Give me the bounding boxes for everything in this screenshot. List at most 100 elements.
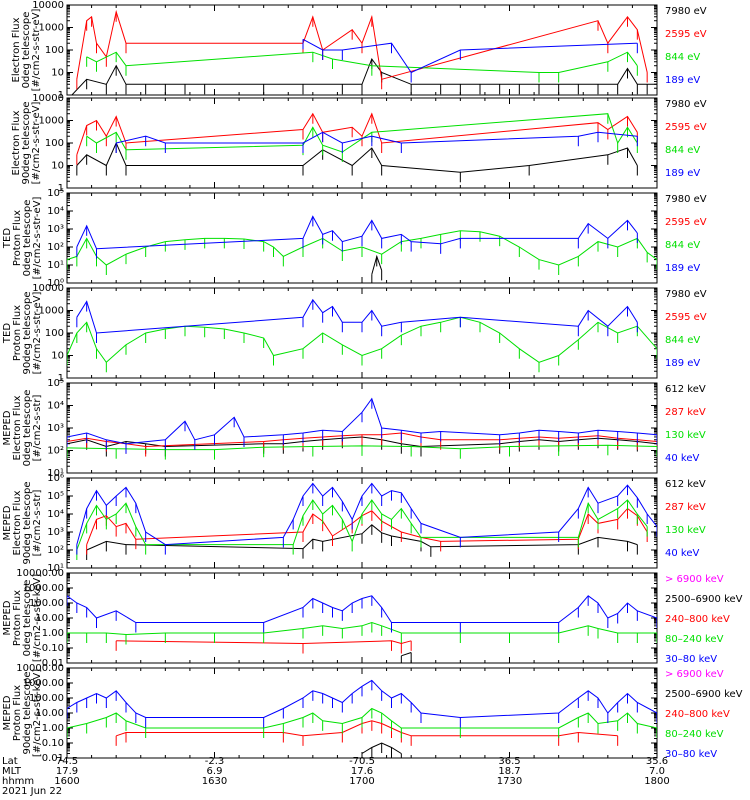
legend-entry: 612 keV: [665, 384, 706, 395]
y-axis-label: MEPED: [2, 410, 13, 445]
series-line: [302, 38, 638, 74]
y-axis-label: 90deg telescope: [21, 101, 32, 184]
y-tick-label: 10⁴: [47, 401, 64, 412]
panel-6: 10¹ 10² 10³ 10⁴ 10⁵ 10⁶ MEPED Electron Flux 90de…: [2, 473, 706, 574]
y-axis-label: Proton Flux: [12, 685, 23, 741]
y-tick-label: 10000.00: [16, 568, 64, 579]
y-axis-label: [#/cm2-s-str-eV]: [31, 102, 42, 185]
y-tick-label: 100.00: [29, 598, 64, 609]
y-tick-label: 1000: [39, 306, 64, 317]
y-tick-label: 0.01: [42, 753, 64, 764]
legend-entry: 2595 eV: [665, 122, 707, 133]
legend-entry: 240–800 keV: [665, 709, 730, 720]
series-line: [86, 507, 648, 545]
y-axis-label: 90deg telescope: [22, 481, 33, 564]
y-tick-label: 10¹: [47, 260, 64, 271]
series-line: [76, 499, 648, 551]
y-tick-label: 10²: [47, 446, 64, 457]
y-tick-label: 10³: [47, 224, 64, 235]
footer-tick-lat: -2.3: [205, 756, 225, 767]
y-axis-label: MEPED: [2, 505, 13, 540]
legend-entry: > 6900 keV: [665, 574, 724, 585]
legend-entry: 2595 eV: [665, 29, 707, 40]
series-line: [67, 621, 657, 636]
legend-entry: 7980 eV: [665, 99, 707, 110]
y-axis-label: Electron Flux: [12, 490, 23, 555]
y-axis-label: Electron Flux: [11, 110, 22, 175]
footer-tick-lat: 36.5: [498, 756, 520, 767]
y-axis-label: MEPED: [2, 695, 13, 730]
footer-row-label: MLT: [2, 766, 22, 777]
series-line: [371, 254, 383, 275]
y-tick-label: 10⁶: [47, 473, 64, 484]
y-tick-label: 1.00: [42, 723, 64, 734]
y-tick-label: 100.00: [29, 693, 64, 704]
y-axis-label: Electron Flux: [12, 395, 23, 460]
panel-5: 10¹ 10² 10³ 10⁴ 10⁵ MEPED Electron Flux 0deg te…: [2, 378, 706, 479]
y-axis-label: [#/cm2-s-str-eV]: [31, 9, 42, 92]
y-tick-label: 1: [58, 90, 64, 101]
y-axis-label: Proton Flux: [12, 590, 23, 646]
legend-entry: 844 eV: [665, 52, 700, 63]
legend-entry: 287 keV: [665, 502, 706, 513]
legend-entry: 7980 eV: [665, 289, 707, 300]
y-tick-label: 10000.00: [16, 663, 64, 674]
y-axis-label: TED: [2, 323, 13, 344]
footer-tick-lat: 35.6: [646, 756, 668, 767]
y-axis-label: [#/cm2-s-str-keV]: [32, 574, 43, 662]
legend-entry: 240–800 keV: [665, 614, 730, 625]
y-tick-label: 10⁵: [47, 188, 64, 199]
legend-entry: 2500–6900 keV: [665, 594, 743, 605]
legend-entry: 189 eV: [665, 168, 700, 179]
y-tick-label: 10: [51, 68, 64, 79]
legend-entry: 844 eV: [665, 145, 700, 156]
series-line: [76, 298, 638, 334]
series-line: [67, 679, 657, 719]
series-line: [76, 141, 638, 173]
footer-tick-mlt: 17.6: [351, 766, 373, 777]
footer-tick-mlt: 18.7: [498, 766, 520, 777]
footer-tick-hhmm: 1730: [497, 776, 522, 787]
legend-entry: 80–240 keV: [665, 729, 724, 740]
y-axis-label: [#/cm2-s-str-eV]: [32, 197, 43, 280]
y-tick-label: 0.10: [42, 643, 64, 654]
legend-entry: 130 keV: [665, 525, 706, 536]
y-tick-label: 1.00: [42, 628, 64, 639]
y-tick-label: 10⁵: [47, 491, 64, 502]
y-tick-label: 10¹: [47, 468, 64, 479]
legend-entry: 612 keV: [665, 479, 706, 490]
y-axis-label: Proton Flux: [12, 305, 23, 361]
y-tick-label: 100: [45, 45, 64, 56]
y-tick-label: 10.00: [35, 613, 64, 624]
footer-tick-hhmm: 1600: [54, 776, 79, 787]
plot-frame: [66, 667, 658, 759]
legend-entry: 844 eV: [665, 240, 700, 251]
panel-8: 0.01 0.10 1.00 10.00 100.00 1000.00 10000.00 ME…: [2, 663, 743, 764]
series-line: [116, 640, 412, 645]
legend-entry: 7980 eV: [665, 194, 707, 205]
legend-entry: 40 keV: [665, 453, 699, 464]
legend-entry: 30–80 keV: [665, 654, 717, 665]
legend-entry: 2595 eV: [665, 312, 707, 323]
y-axis-label: TED: [2, 228, 13, 249]
footer: LatMLThhmm74.517.91600-2.36.91630-70.517…: [2, 756, 670, 787]
legend-entry: 7980 eV: [665, 6, 707, 17]
y-tick-label: 10³: [47, 527, 64, 538]
footer-tick-mlt: 7.0: [649, 766, 665, 777]
y-tick-label: 1000: [39, 116, 64, 127]
y-tick-label: 10000: [32, 93, 64, 104]
y-tick-label: 10⁴: [47, 509, 64, 520]
legend-entry: 2595 eV: [665, 217, 707, 228]
y-tick-label: 10000: [32, 0, 64, 11]
y-tick-label: 10³: [47, 423, 64, 434]
legend-entry: 189 eV: [665, 358, 700, 369]
series-line: [401, 652, 412, 657]
legend-entry: 130 keV: [665, 430, 706, 441]
y-tick-label: 1: [58, 373, 64, 384]
legend-entry: 287 keV: [665, 407, 706, 418]
y-tick-label: 10⁴: [47, 206, 64, 217]
panel-7: 0.01 0.10 1.00 10.00 100.00 1000.00 10000.00 ME…: [2, 568, 743, 669]
y-axis-label: 0deg telescope: [22, 580, 33, 657]
series-line: [86, 113, 638, 153]
